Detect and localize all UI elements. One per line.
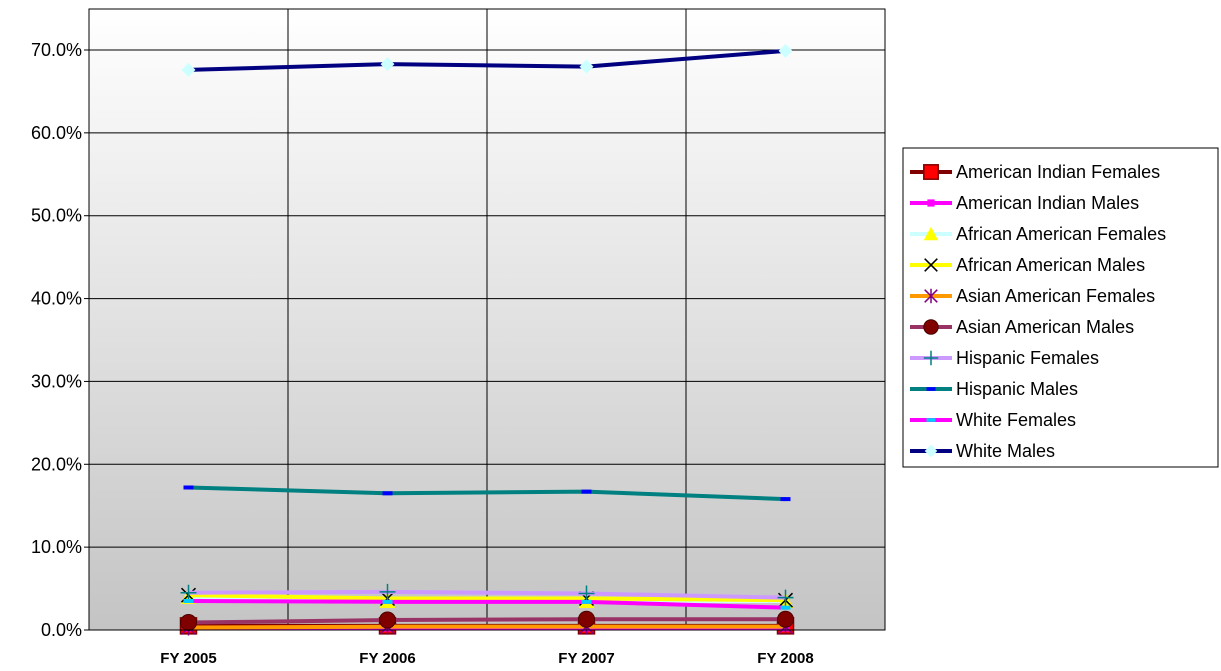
series	[183, 599, 791, 610]
marker	[382, 491, 393, 496]
x-tick-label: FY 2008	[757, 650, 813, 667]
x-axis-ticks: FY 2005 FY 2006 FY 2007 FY 2008	[160, 650, 813, 667]
legend-label: American Indian Males	[956, 193, 1139, 213]
legend-item: African American Females	[910, 224, 1166, 244]
marker	[923, 350, 939, 366]
series	[180, 583, 794, 606]
series-line	[188, 624, 786, 630]
marker	[581, 599, 592, 604]
legend-item: White Females	[910, 410, 1076, 430]
y-tick-label: 0.0%	[41, 620, 82, 640]
marker	[777, 589, 794, 606]
y-tick-label: 40.0%	[31, 289, 82, 309]
marker	[180, 584, 197, 601]
legend-label: Hispanic Females	[956, 348, 1099, 368]
series-line	[188, 593, 786, 603]
marker	[923, 164, 939, 180]
y-tick-label: 70.0%	[31, 40, 82, 60]
legend-item: American Indian Males	[910, 193, 1139, 213]
x-tick-label: FY 2005	[160, 650, 216, 667]
legend-item: Hispanic Males	[910, 379, 1078, 399]
marker	[181, 62, 196, 77]
marker	[926, 387, 936, 391]
legend-label: American Indian Females	[956, 162, 1160, 182]
marker	[923, 319, 939, 335]
series-line	[188, 617, 786, 625]
marker	[926, 418, 936, 422]
marker	[180, 614, 197, 632]
marker	[382, 599, 393, 604]
series-line	[188, 48, 786, 72]
legend-item: White Males	[910, 441, 1055, 461]
marker	[924, 288, 938, 304]
y-tick-label: 50.0%	[31, 206, 82, 226]
marker	[578, 585, 595, 602]
gridlines	[89, 9, 885, 631]
marker	[924, 258, 938, 272]
legend-label: Hispanic Males	[956, 379, 1078, 399]
series	[181, 43, 793, 77]
marker	[924, 444, 938, 458]
legend-item: African American Males	[910, 255, 1145, 275]
series-line	[188, 485, 786, 502]
marker	[183, 485, 194, 490]
legend-label: White Males	[956, 441, 1055, 461]
legend-item: Asian American Males	[910, 317, 1134, 337]
marker	[183, 599, 194, 603]
legend-label: African American Females	[956, 224, 1166, 244]
marker	[927, 199, 935, 207]
series-layer	[179, 43, 795, 636]
marker	[778, 43, 793, 58]
legend-item: American Indian Females	[910, 162, 1160, 182]
y-tick-label: 10.0%	[31, 537, 82, 557]
marker	[780, 605, 791, 610]
series-line	[188, 589, 786, 600]
legend-item: Hispanic Females	[910, 348, 1099, 368]
marker	[581, 489, 592, 494]
plot-border	[88, 8, 886, 631]
marker	[777, 610, 794, 628]
marker	[578, 610, 595, 628]
legend: American Indian Females American Indian M…	[902, 147, 1219, 468]
legend-label: Asian American Males	[956, 317, 1134, 337]
marker	[380, 57, 395, 72]
marker	[379, 611, 396, 629]
x-tick-label: FY 2006	[359, 650, 415, 667]
y-axis-ticks: 0.0% 10.0% 20.0% 30.0% 40.0% 50.0% 60.0% 70.0%	[31, 40, 89, 640]
marker	[579, 59, 594, 74]
y-tick-label: 30.0%	[31, 371, 82, 391]
legend-label: White Females	[956, 410, 1076, 430]
legend-label: Asian American Females	[956, 286, 1155, 306]
legend-box	[902, 147, 1219, 468]
y-tick-label: 20.0%	[31, 454, 82, 474]
series	[180, 610, 794, 632]
series	[183, 485, 791, 502]
marker	[923, 226, 939, 241]
legend-item: Asian American Females	[910, 286, 1155, 306]
x-tick-label: FY 2007	[558, 650, 614, 667]
marker	[780, 497, 791, 502]
legend-label: African American Males	[956, 255, 1145, 275]
series-line	[188, 599, 786, 610]
marker	[379, 583, 396, 600]
y-tick-label: 60.0%	[31, 123, 82, 143]
